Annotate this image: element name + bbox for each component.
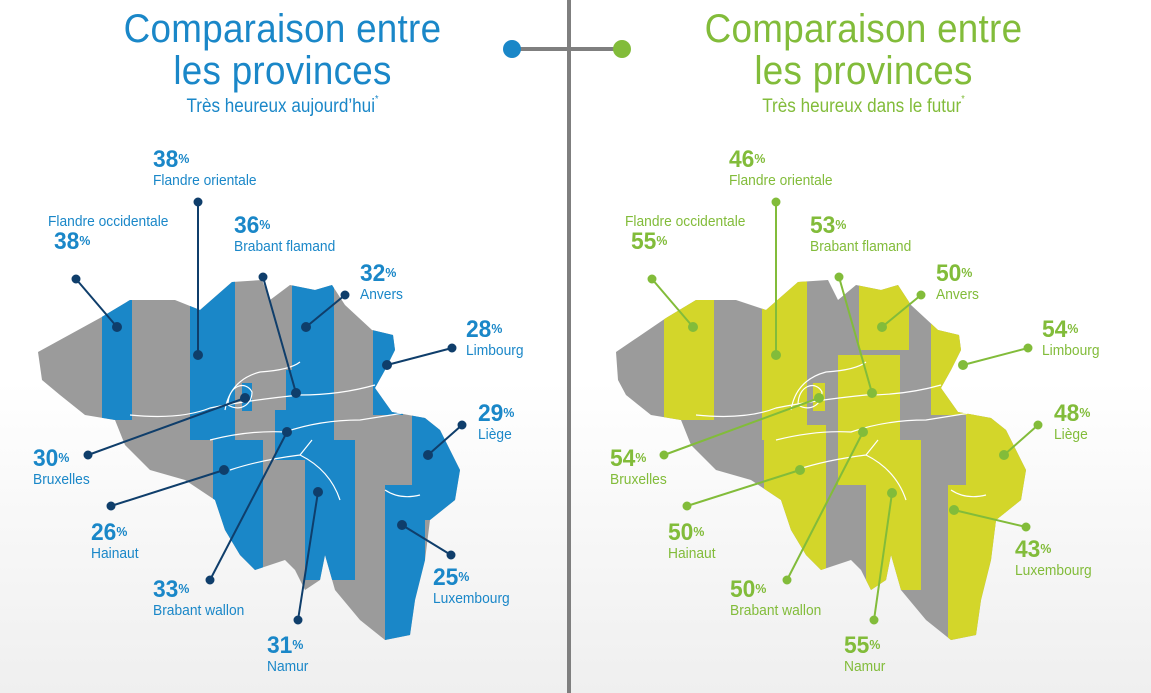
label-brabant-flamand: 36% Brabant flamand: [234, 212, 336, 256]
label-flandre-orientale: 38% Flandre orientale: [153, 146, 257, 190]
label-liege: 48% Liège: [1054, 400, 1091, 444]
label-limbourg: 28% Limbourg: [466, 316, 524, 360]
label-namur: 31% Namur: [267, 632, 309, 676]
belgium-map-today: [38, 197, 467, 640]
blue-connector-dot: [503, 40, 521, 58]
label-brabant-wallon: 50% Brabant wallon: [730, 576, 822, 620]
subtitle-text: Très heureux dans le futur: [762, 96, 962, 117]
label-namur: 55% Namur: [844, 632, 886, 676]
belgium-map-future: [616, 197, 1043, 640]
center-divider: [567, 0, 571, 693]
label-hainaut: 26% Hainaut: [91, 519, 139, 563]
label-brabant-flamand: 53% Brabant flamand: [810, 212, 912, 256]
label-flandre-occidentale: Flandre occidentale 38%: [48, 213, 169, 255]
green-connector-dot: [613, 40, 631, 58]
label-limbourg: 54% Limbourg: [1042, 316, 1100, 360]
subtitle-text: Très heureux aujourd’hui: [186, 96, 376, 117]
label-flandre-orientale: 46% Flandre orientale: [729, 146, 833, 190]
page-title-today: Comparaison entre les provinces: [18, 8, 547, 92]
panel-connector: [512, 47, 624, 51]
label-hainaut: 50% Hainaut: [668, 519, 716, 563]
subtitle-today: Très heureux aujourd’hui*: [24, 94, 542, 118]
label-flandre-occidentale: Flandre occidentale 55%: [625, 213, 746, 255]
title-line-2: les provinces: [754, 49, 973, 93]
label-luxembourg: 43% Luxembourg: [1015, 536, 1092, 580]
panel-today: Comparaison entre les provinces Très heu…: [0, 0, 575, 693]
label-brabant-wallon: 33% Brabant wallon: [153, 576, 245, 620]
label-bruxelles: 54% Bruxelles: [610, 445, 667, 489]
footnote-mark: *: [961, 94, 965, 105]
title-line-1: Comparaison entre: [704, 7, 1023, 51]
label-anvers: 32% Anvers: [360, 260, 403, 304]
subtitle-future: Très heureux dans le futur*: [605, 94, 1123, 118]
page-title-future: Comparaison entre les provinces: [599, 8, 1128, 92]
footnote-mark: *: [375, 94, 379, 105]
title-line-2: les provinces: [173, 49, 392, 93]
panel-future: Comparaison entre les provinces Très heu…: [576, 0, 1151, 693]
label-anvers: 50% Anvers: [936, 260, 979, 304]
title-line-1: Comparaison entre: [123, 7, 442, 51]
label-bruxelles: 30% Bruxelles: [33, 445, 90, 489]
label-luxembourg: 25% Luxembourg: [433, 564, 510, 608]
label-liege: 29% Liège: [478, 400, 515, 444]
